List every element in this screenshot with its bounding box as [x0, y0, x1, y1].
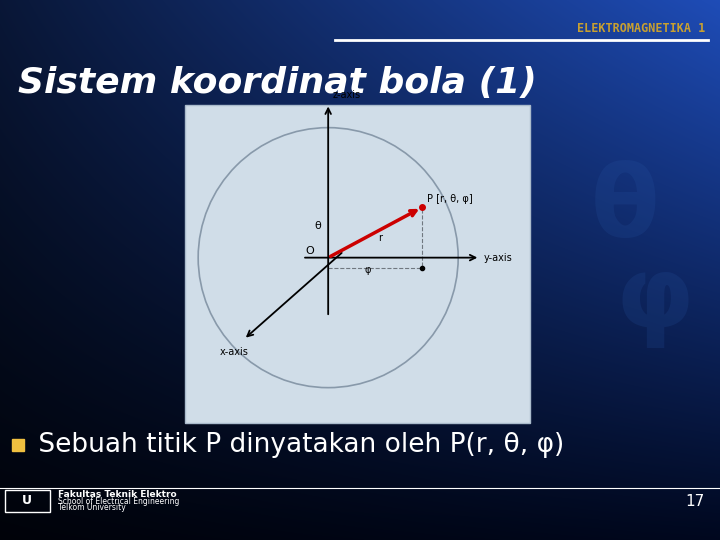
Text: ELEKTROMAGNETIKA 1: ELEKTROMAGNETIKA 1: [577, 22, 705, 35]
Text: x-axis: x-axis: [220, 347, 249, 357]
Text: P [r, θ, φ]: P [r, θ, φ]: [427, 194, 472, 205]
Text: Telkom University: Telkom University: [58, 503, 126, 512]
Text: r: r: [378, 233, 382, 242]
Text: z-axis: z-axis: [332, 90, 360, 100]
Text: φ: φ: [364, 266, 371, 275]
Text: U: U: [22, 495, 32, 508]
Text: Sebuah titik P dinyatakan oleh P(r, θ, φ): Sebuah titik P dinyatakan oleh P(r, θ, φ…: [30, 432, 564, 458]
Bar: [185, 105, 530, 423]
Text: Fakultas Teknik Elektro: Fakultas Teknik Elektro: [58, 490, 176, 499]
Text: School of Electrical Engineering: School of Electrical Engineering: [58, 497, 179, 506]
Text: θ: θ: [314, 221, 321, 231]
Text: φ: φ: [616, 252, 694, 348]
Bar: [5, 490, 50, 512]
Text: y-axis: y-axis: [484, 253, 513, 262]
Text: θ: θ: [590, 161, 660, 259]
Text: O: O: [305, 246, 314, 255]
Text: 17: 17: [685, 495, 705, 510]
Text: Sistem koordinat bola (1): Sistem koordinat bola (1): [18, 66, 536, 100]
